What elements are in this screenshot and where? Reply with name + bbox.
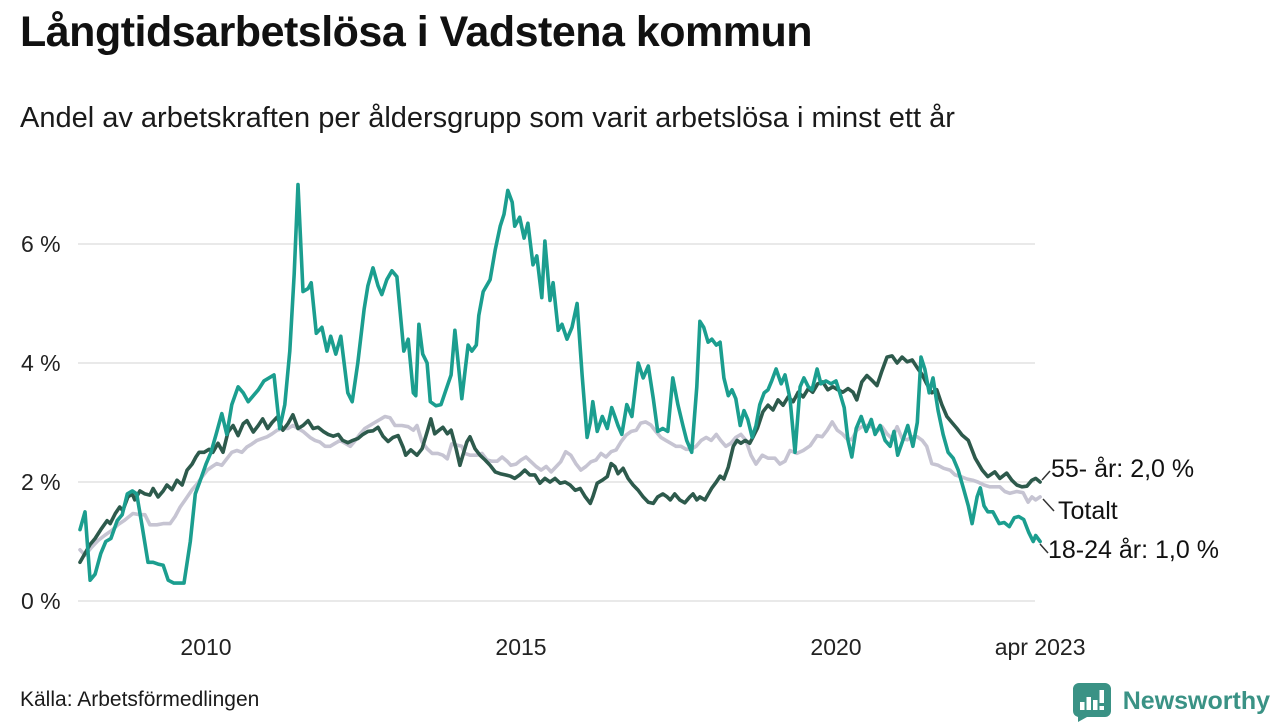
x-tick-label: 2020 [810,634,862,660]
bar-chart-speech-bubble-icon [1072,683,1111,722]
connector-line [1039,543,1049,554]
chart-subtitle: Andel av arbetskraften per åldersgrupp s… [20,102,955,134]
y-tick-label: 4 % [21,350,61,376]
y-tick-label: 6 % [21,231,61,257]
source-note: Källa: Arbetsförmedlingen [20,688,260,711]
label-connector-lines [1039,470,1055,554]
series-line-55-r [78,354,1042,565]
x-tick-label: 2015 [495,634,547,660]
newsworthy-brand: Newsworthy [1071,680,1270,722]
series-end-label-18-24: 18-24 år: 1,0 % [1048,536,1219,564]
brand-wordmark: Newsworthy [1122,686,1270,715]
y-tick-label: 2 % [21,469,61,495]
gridlines [78,243,1035,602]
connector-line [1041,470,1051,481]
x-tick-label: 2010 [180,634,232,660]
series-end-label-totalt: Totalt [1058,497,1118,525]
connector-line [1042,498,1055,512]
y-tick-label: 0 % [21,588,61,614]
chart-series-lines [78,182,1042,585]
series-end-label-55plus: 55- år: 2,0 % [1051,455,1195,483]
x-tick-label: apr 2023 [994,634,1086,660]
series-line-18-24-r [78,182,1042,585]
page-title: Långtidsarbetslösa i Vadstena kommun [20,8,813,56]
